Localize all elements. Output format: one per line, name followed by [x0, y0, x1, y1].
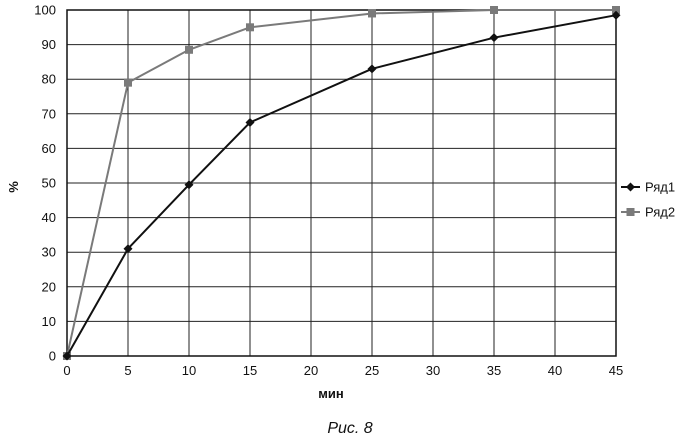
y-tick-label: 10: [42, 314, 56, 329]
x-tick-label: 5: [124, 363, 131, 378]
y-tick-label: 50: [42, 176, 56, 191]
y-tick-label: 20: [42, 279, 56, 294]
data-point-diamond: [626, 183, 635, 192]
series-1: [63, 11, 621, 361]
legend-label: Ряд1: [645, 180, 675, 195]
data-point-square: [627, 208, 635, 216]
x-tick-label: 30: [426, 363, 440, 378]
series-line: [67, 15, 616, 356]
y-tick-label: 100: [34, 3, 56, 18]
x-axis-title: мин: [318, 386, 343, 401]
y-tick-labels: 0 10 20 30 40 50 60 70 80 90 100: [34, 3, 56, 364]
y-tick-label: 0: [49, 349, 56, 364]
x-tick-label: 35: [487, 363, 501, 378]
legend: Ряд1 Ряд2: [621, 180, 675, 220]
legend-label: Ряд2: [645, 205, 675, 220]
grid-layer: [67, 10, 616, 356]
x-tick-label: 0: [63, 363, 70, 378]
data-point-square: [368, 9, 376, 17]
x-tick-label: 10: [182, 363, 196, 378]
data-point-square: [490, 6, 498, 14]
legend-item: Ряд1: [621, 180, 675, 195]
x-tick-label: 25: [365, 363, 379, 378]
x-tick-label: 45: [609, 363, 623, 378]
figure-caption: Рис. 8: [327, 420, 372, 437]
x-tick-label: 20: [304, 363, 318, 378]
legend-item: Ряд2: [621, 205, 675, 220]
data-point-square: [124, 79, 132, 87]
y-tick-label: 40: [42, 210, 56, 225]
data-point-diamond: [368, 64, 377, 73]
y-tick-label: 60: [42, 141, 56, 156]
data-point-square: [246, 23, 254, 31]
y-tick-label: 70: [42, 106, 56, 121]
y-tick-label: 90: [42, 37, 56, 52]
y-tick-label: 80: [42, 72, 56, 87]
x-tick-label: 40: [548, 363, 562, 378]
y-tick-label: 30: [42, 245, 56, 260]
y-axis-title: %: [6, 181, 21, 193]
x-tick-label: 15: [243, 363, 257, 378]
data-point-diamond: [490, 33, 499, 42]
x-tick-labels: 0 5 10 15 20 25 30 35 40 45: [63, 363, 623, 378]
data-point-square: [185, 46, 193, 54]
